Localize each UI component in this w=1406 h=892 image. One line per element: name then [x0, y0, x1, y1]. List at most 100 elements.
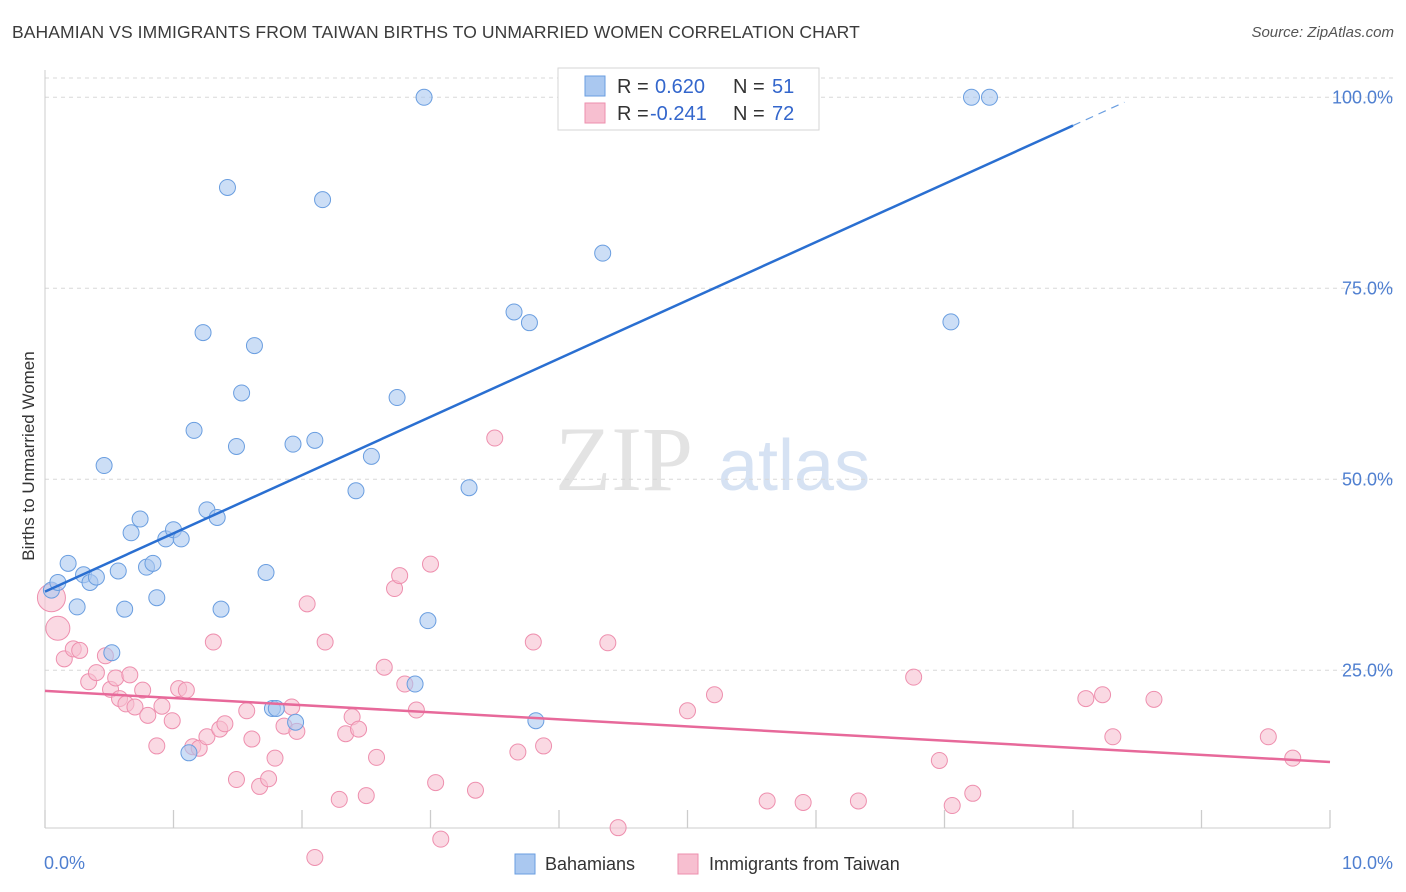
bahamian-point	[116, 600, 134, 618]
taiwan-point	[1104, 728, 1122, 746]
legend-swatch-bahamians-bottom	[514, 853, 536, 875]
correlation-legend: R = 0.620 N = 51 R = -0.241 N = 72	[557, 67, 820, 131]
taiwan-point	[705, 686, 723, 704]
watermark-zip: ZIP	[555, 408, 693, 510]
bahamian-point	[942, 313, 960, 331]
legend-n-label-bahamians: N =	[733, 76, 765, 98]
legend-r-label-taiwan: R =	[617, 103, 649, 125]
bahamian-point	[362, 447, 380, 465]
legend-r-value-bahamians: 0.620	[655, 76, 705, 98]
taiwan-point	[45, 615, 71, 641]
bahamian-point	[257, 564, 275, 582]
taiwan-point	[238, 702, 256, 720]
bahamian-point	[68, 598, 86, 616]
taiwan-point	[905, 668, 923, 686]
taiwan-point	[1077, 690, 1095, 708]
y-axis-label: Births to Unmarried Women	[19, 351, 38, 560]
legend-r-label-bahamians: R =	[617, 76, 649, 98]
taiwan-point	[316, 633, 334, 651]
bahamian-point	[415, 88, 433, 106]
taiwan-trend-line	[44, 689, 1331, 764]
taiwan-point	[466, 781, 484, 799]
taiwan-point	[306, 848, 324, 866]
bahamian-point	[284, 435, 302, 453]
legend-r-value-taiwan: -0.241	[650, 103, 707, 125]
taiwan-point	[509, 743, 527, 761]
bahamian-point	[227, 437, 245, 455]
bahamian-point	[144, 554, 162, 572]
taiwan-point	[794, 793, 812, 811]
x-tick-label-max: 10.0%	[1342, 853, 1393, 873]
bahamian-point	[185, 421, 203, 439]
bahamian-point	[131, 510, 149, 528]
taiwan-point	[107, 669, 125, 687]
chart-title: BAHAMIAN VS IMMIGRANTS FROM TAIWAN BIRTH…	[12, 22, 860, 42]
x-tick-label-min: 0.0%	[44, 853, 85, 873]
taiwan-point	[153, 697, 171, 715]
watermark: ZIP atlas	[555, 408, 870, 510]
taiwan-point	[524, 633, 542, 651]
taiwan-point	[1094, 686, 1112, 704]
bahamian-point	[287, 713, 305, 731]
taiwan-point	[486, 429, 504, 447]
taiwan-point	[148, 737, 166, 755]
taiwan-point	[216, 715, 234, 733]
taiwan-point	[139, 706, 157, 724]
y-tick-label: 75.0%	[1342, 278, 1393, 298]
legend-swatch-taiwan	[584, 102, 606, 124]
taiwan-point	[177, 681, 195, 699]
bahamian-point	[388, 389, 406, 407]
taiwan-point	[679, 702, 696, 720]
series-legend: Bahamians Immigrants from Taiwan	[514, 853, 900, 875]
taiwan-point	[368, 748, 386, 766]
taiwan-point	[243, 730, 261, 748]
y-tick-label: 25.0%	[1342, 660, 1393, 680]
taiwan-point	[121, 666, 139, 684]
bahamian-point	[306, 431, 324, 449]
bahamian-point	[95, 457, 113, 475]
taiwan-point	[71, 641, 89, 659]
legend-swatch-taiwan-bottom	[677, 853, 699, 875]
bahamian-point	[419, 612, 437, 630]
taiwan-point	[943, 797, 961, 815]
gridlines: 25.0% 50.0% 75.0% 100.0%	[45, 77, 1393, 680]
bahamian-point	[520, 314, 538, 332]
taiwan-point	[535, 737, 553, 755]
taiwan-point	[283, 698, 301, 716]
taiwan-point	[298, 595, 316, 613]
taiwan-point	[1284, 749, 1302, 767]
y-tick-label: 50.0%	[1342, 469, 1393, 489]
taiwan-point	[227, 771, 245, 789]
taiwan-point	[599, 634, 617, 652]
source-label: Source: ZipAtlas.com	[1251, 24, 1394, 41]
taiwan-point	[375, 658, 393, 676]
bahamian-point	[406, 675, 424, 693]
taiwan-point	[849, 792, 867, 810]
legend-n-value-bahamians: 51	[772, 76, 794, 98]
taiwan-point	[87, 664, 105, 682]
taiwan-point	[609, 819, 627, 837]
bahamian-point	[962, 88, 980, 106]
taiwan-point	[266, 749, 284, 767]
bahamian-point	[594, 244, 612, 262]
taiwan-point	[432, 830, 450, 848]
taiwan-point	[204, 633, 222, 651]
bahamian-point	[212, 600, 230, 618]
taiwan-point	[126, 698, 144, 716]
bahamian-point	[314, 191, 332, 209]
bahamians-trend-line	[44, 124, 1074, 593]
taiwan-point	[930, 751, 948, 769]
immigrants-from-taiwan-points	[36, 429, 1302, 866]
taiwan-point	[1145, 690, 1163, 708]
bahamian-point	[103, 644, 121, 662]
bahamian-point	[245, 337, 263, 355]
taiwan-point	[350, 720, 368, 738]
bahamian-point	[148, 589, 166, 607]
taiwan-point	[1259, 728, 1277, 746]
taiwan-point	[260, 770, 278, 788]
taiwan-point	[163, 712, 181, 730]
taiwan-point	[198, 728, 216, 746]
watermark-atlas: atlas	[718, 426, 870, 506]
bahamian-point	[218, 178, 236, 196]
